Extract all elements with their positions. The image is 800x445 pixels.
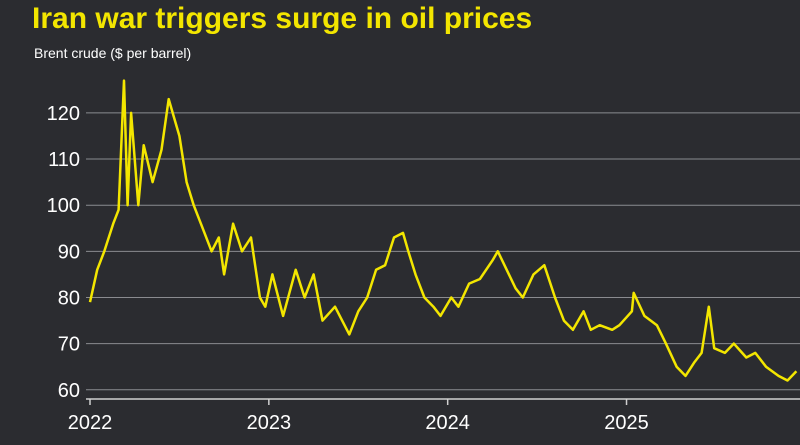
x-tick-label: 2023 <box>247 412 292 434</box>
y-tick-label: 70 <box>58 334 80 356</box>
x-tick-label: 2025 <box>604 412 649 434</box>
y-tick-label: 80 <box>58 287 80 309</box>
x-tick-label: 2024 <box>425 412 470 434</box>
price-line <box>88 79 798 382</box>
chart-subtitle: Brent crude ($ per barrel) <box>34 45 191 61</box>
y-tick-label: 120 <box>47 103 80 125</box>
y-tick-label: 90 <box>58 241 80 263</box>
y-tick-label: 60 <box>58 380 80 402</box>
y-tick-label: 110 <box>48 149 80 171</box>
y-tick-label: 100 <box>47 195 80 217</box>
x-tick-label: 2022 <box>68 412 113 434</box>
chart-title: Iran war triggers surge in oil prices <box>32 2 532 35</box>
